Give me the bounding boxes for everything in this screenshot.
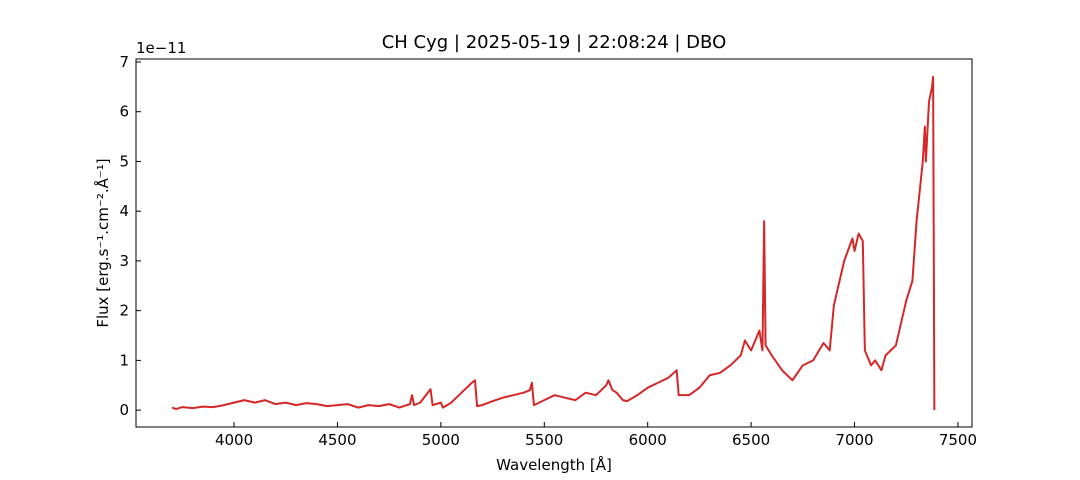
x-tick-label: 6500: [732, 431, 770, 449]
y-tick-label: 6: [119, 103, 129, 121]
chart-title: CH Cyg | 2025-05-19 | 22:08:24 | DBO: [382, 32, 727, 53]
offset-label: 1e−11: [136, 39, 186, 57]
y-tick-label: 5: [119, 152, 129, 170]
x-tick-label: 4000: [215, 431, 253, 449]
y-tick-label: 2: [119, 302, 129, 320]
x-tick-label: 6000: [629, 431, 667, 449]
x-tick-label: 7000: [835, 431, 873, 449]
x-axis-label: Wavelength [Å]: [496, 455, 612, 474]
y-tick-label: 0: [119, 401, 129, 419]
x-tick-label: 4500: [318, 431, 356, 449]
y-tick-label: 7: [119, 53, 129, 71]
spectrum-line: [171, 75, 936, 411]
y-axis-label: Flux [erg.s⁻¹.cm⁻².Å⁻¹]: [93, 158, 112, 327]
x-tick-label: 5000: [422, 431, 460, 449]
plot-frame: [135, 58, 973, 428]
y-tick-label: 1: [119, 351, 129, 369]
y-tick-label: 3: [119, 252, 129, 270]
y-tick-label: 4: [119, 202, 129, 220]
x-tick-label: 5500: [525, 431, 563, 449]
x-tick-label: 7500: [939, 431, 977, 449]
